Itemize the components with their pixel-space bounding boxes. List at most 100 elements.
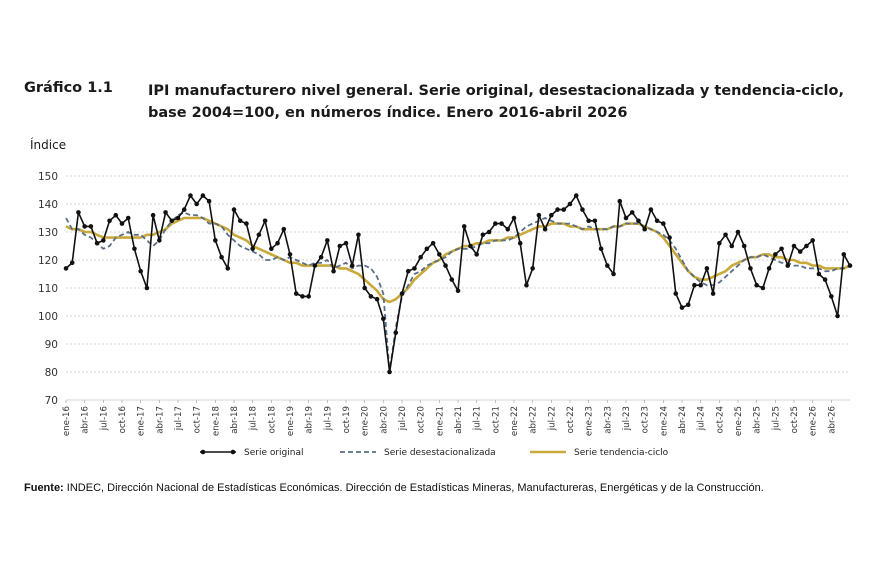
data-point [94,240,100,246]
legend-marker [200,449,206,455]
data-point [685,302,691,308]
data-point [393,330,399,336]
data-point [735,229,741,235]
x-tick-label: abr-19 [305,406,315,434]
x-tick-label: jul-16 [99,406,109,431]
data-point [629,210,635,215]
data-point [505,226,511,232]
x-tick-label: ene-19 [286,406,296,436]
x-tick-label: oct-22 [566,406,576,433]
data-point [810,238,815,243]
data-point [586,218,591,224]
data-point [766,266,772,271]
data-point [511,215,517,221]
data-point [437,252,442,257]
x-tick-label: oct-16 [118,406,128,433]
data-point [536,212,542,218]
data-point [368,294,374,299]
data-point [605,263,610,268]
data-point [654,218,660,224]
data-point [256,232,262,238]
x-tick-label: jul-20 [398,406,408,431]
data-point [661,221,666,226]
data-point [723,232,728,238]
data-point [555,207,560,212]
x-tick-label: ene-26 [809,406,819,436]
data-point [138,268,143,274]
x-tick-label: ene-20 [361,406,371,436]
data-point [163,210,168,215]
data-point [760,285,766,291]
data-point [580,207,585,212]
data-point [592,218,598,224]
x-tick-label: oct-19 [342,406,352,433]
legend-label: Serie original [244,448,304,458]
data-point [76,210,81,215]
data-point [611,271,616,277]
x-tick-label: ene-22 [510,406,520,436]
data-point [561,207,567,212]
data-point [331,268,336,274]
x-tick-label: abr-24 [678,406,688,434]
data-point [343,240,349,246]
data-point [269,246,274,252]
data-point [486,229,492,235]
y-axis-label: Índice [30,138,67,152]
data-point [549,212,554,218]
data-point [773,252,778,257]
data-point [119,221,125,226]
data-point [200,193,206,198]
x-tick-label: abr-20 [379,406,389,434]
data-point [797,249,803,254]
data-point [567,201,573,207]
x-tick-label: abr-17 [155,406,165,434]
data-point [443,263,448,268]
legend-marker [230,449,236,455]
x-tick-label: oct-20 [417,406,427,433]
y-tick-label: 150 [38,171,58,183]
x-tick-label: ene-21 [435,406,445,436]
chart-title: IPI manufacturero nivel general. Serie o… [148,83,844,121]
x-tick-label: oct-25 [790,406,800,433]
data-point [636,218,641,224]
x-tick-label: ene-23 [585,406,595,436]
data-point [430,240,436,246]
legend-label: Serie tendencia-ciclo [574,448,669,458]
data-point [648,207,654,212]
x-tick-label: jul-23 [622,406,632,431]
source-note: Fuente: INDEC, Dirección Nacional de Est… [24,482,764,494]
data-point [791,243,797,249]
source-text: INDEC, Dirección Nacional de Estadística… [63,482,764,494]
y-tick-label: 70 [45,395,58,407]
data-point [69,260,75,266]
data-point [741,243,747,249]
data-point [150,212,156,218]
series-line-1 [65,211,851,373]
x-tick-label: abr-16 [81,406,91,434]
data-point [219,254,224,260]
x-tick-label: oct-17 [193,406,203,433]
data-point [356,232,361,238]
data-point [717,240,722,246]
data-point [82,224,87,229]
data-point [617,198,623,204]
legend-label: Serie desestacionalizada [384,448,496,458]
x-tick-label: ene-16 [62,406,72,436]
data-point [337,243,343,249]
x-tick-label: jul-18 [249,406,259,431]
data-point [517,240,523,246]
data-point [829,294,834,299]
x-tick-label: abr-18 [230,406,240,434]
data-point [598,246,604,252]
data-point [405,268,411,274]
x-tick-label: abr-21 [454,406,464,434]
data-point [312,263,318,268]
data-point [499,221,504,226]
data-point [493,221,498,226]
data-point [673,291,679,296]
data-point [213,238,218,243]
x-tick-label: abr-25 [753,406,763,434]
x-tick-label: jul-22 [547,406,557,431]
data-point [816,271,822,277]
y-tick-label: 120 [38,255,58,267]
